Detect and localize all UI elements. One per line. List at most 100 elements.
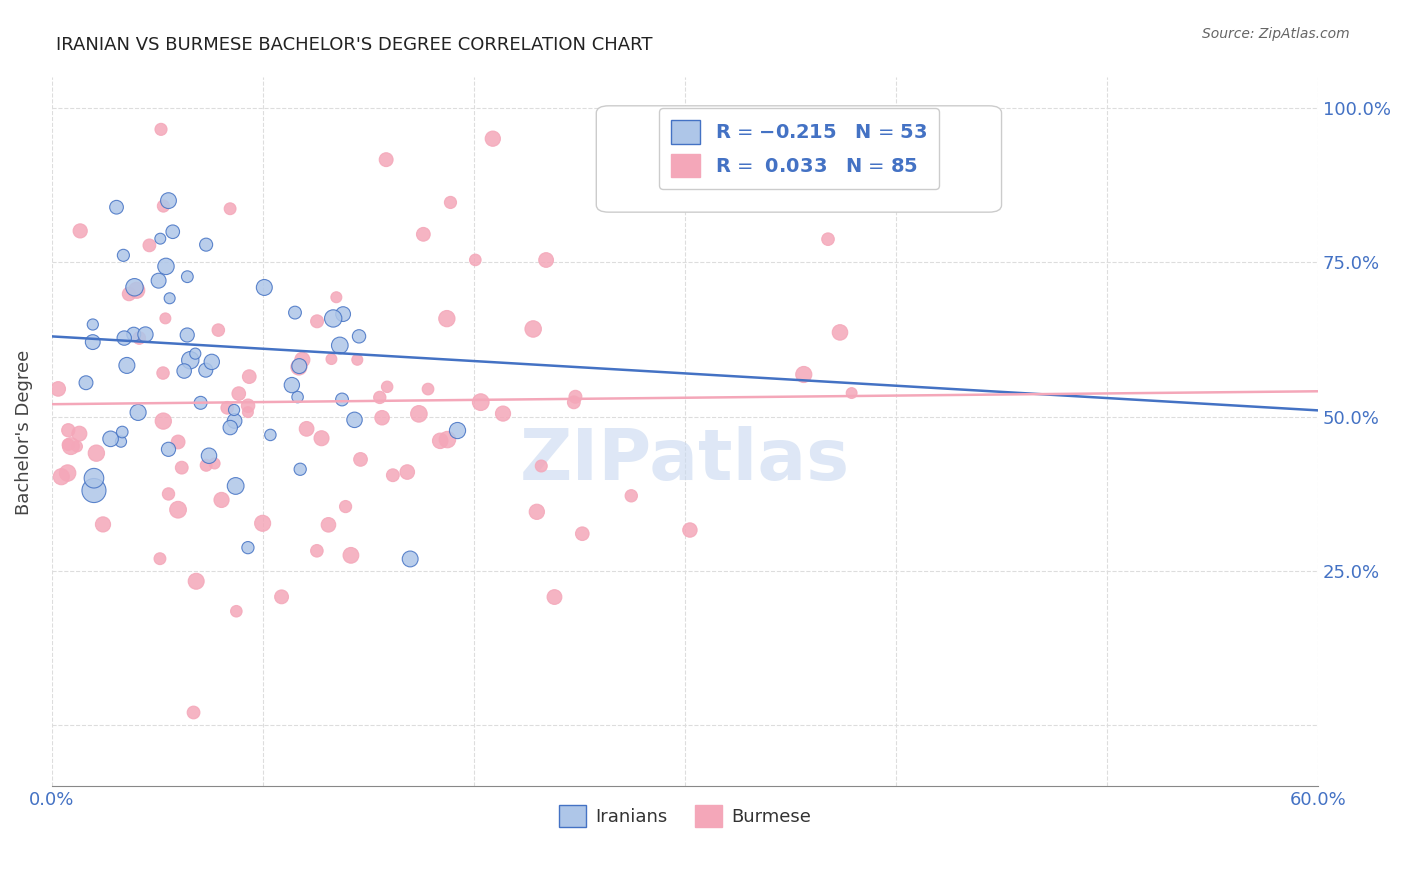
Point	[259, 428, 281, 442]
Point	[375, 380, 398, 394]
Point	[281, 378, 304, 392]
Point	[83, 471, 105, 485]
Point	[236, 541, 259, 555]
Point	[219, 202, 242, 216]
Point	[75, 376, 97, 390]
Point	[134, 327, 156, 342]
Point	[148, 274, 170, 288]
Point	[105, 200, 128, 214]
Point	[118, 287, 141, 301]
Point	[176, 269, 198, 284]
Point	[290, 462, 312, 476]
Point	[429, 434, 451, 448]
Y-axis label: Bachelor's Degree: Bachelor's Degree	[15, 350, 32, 515]
Point	[86, 446, 108, 460]
Point	[841, 386, 863, 401]
Point	[412, 227, 434, 242]
Point	[157, 194, 180, 208]
Point	[236, 405, 259, 419]
Point	[439, 195, 461, 210]
Point	[125, 283, 148, 297]
Point	[375, 153, 398, 167]
Point	[51, 469, 73, 483]
Point	[67, 426, 90, 441]
Point	[149, 232, 172, 246]
Point	[287, 390, 309, 404]
Point	[288, 359, 311, 373]
Point	[368, 391, 391, 405]
Point	[69, 224, 91, 238]
Point	[82, 335, 104, 350]
Point	[170, 460, 193, 475]
Point	[138, 238, 160, 252]
Point	[66, 439, 89, 453]
FancyBboxPatch shape	[596, 106, 1001, 212]
Point	[408, 407, 430, 421]
Point	[186, 574, 208, 589]
Point	[159, 291, 181, 305]
Point	[225, 479, 247, 493]
Point	[679, 523, 702, 537]
Point	[128, 331, 150, 345]
Point	[482, 131, 505, 145]
Point	[224, 414, 246, 428]
Point	[436, 433, 458, 447]
Point	[207, 323, 229, 337]
Point	[522, 322, 544, 336]
Point	[82, 318, 104, 332]
Point	[112, 331, 135, 345]
Point	[127, 405, 149, 419]
Point	[295, 422, 318, 436]
Point	[322, 311, 344, 326]
Point	[311, 431, 333, 445]
Point	[167, 434, 190, 449]
Point	[122, 327, 145, 342]
Point	[436, 311, 458, 326]
Point	[571, 526, 593, 541]
Point	[173, 364, 195, 378]
Point	[157, 487, 180, 501]
Point	[530, 458, 553, 473]
Point	[157, 442, 180, 457]
Point	[464, 252, 486, 267]
Point	[291, 352, 314, 367]
Point	[59, 439, 82, 453]
Point	[347, 329, 370, 343]
Point	[195, 237, 218, 252]
Point	[155, 311, 177, 326]
Point	[396, 465, 419, 479]
Point	[381, 468, 404, 483]
Point	[346, 352, 368, 367]
Legend: Iranians, Burmese: Iranians, Burmese	[553, 797, 818, 834]
Point	[305, 543, 328, 558]
Point	[416, 382, 439, 396]
Point	[343, 413, 366, 427]
Text: IRANIAN VS BURMESE BACHELOR'S DEGREE CORRELATION CHART: IRANIAN VS BURMESE BACHELOR'S DEGREE COR…	[56, 36, 652, 54]
Point	[204, 457, 226, 471]
Point	[149, 551, 172, 566]
Point	[198, 449, 221, 463]
Point	[155, 260, 177, 274]
Point	[534, 252, 557, 267]
Point	[349, 452, 371, 467]
Point	[217, 401, 239, 415]
Point	[288, 359, 311, 374]
Point	[562, 395, 585, 409]
Point	[399, 552, 422, 566]
Point	[190, 396, 212, 410]
Point	[111, 425, 134, 439]
Point	[325, 290, 347, 304]
Point	[110, 434, 132, 449]
Point	[318, 517, 340, 532]
Point	[307, 314, 329, 328]
Point	[330, 392, 353, 407]
Point	[238, 369, 260, 384]
Point	[793, 368, 815, 382]
Point	[492, 407, 515, 421]
Point	[321, 352, 343, 367]
Point	[332, 307, 354, 321]
Point	[56, 466, 79, 480]
Point	[179, 353, 201, 368]
Point	[335, 500, 357, 514]
Point	[100, 432, 122, 446]
